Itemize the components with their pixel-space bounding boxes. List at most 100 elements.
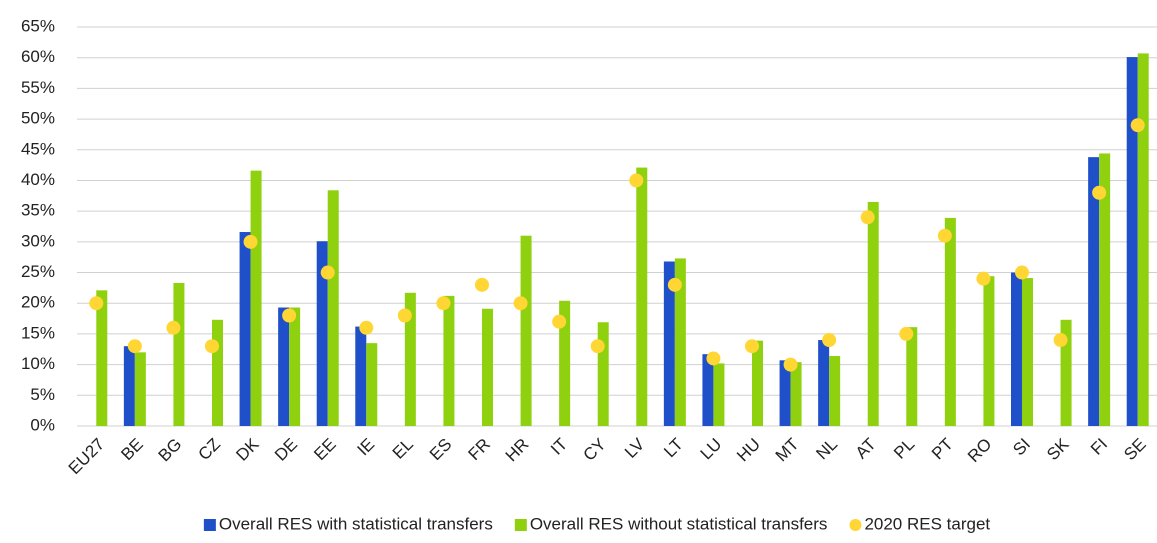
y-tick-label: 45% — [21, 139, 55, 158]
bar — [212, 319, 223, 426]
x-tick-label: FR — [465, 435, 494, 464]
x-tick-label: DE — [271, 435, 301, 465]
bar — [663, 261, 675, 426]
y-tick-label: 60% — [21, 47, 55, 66]
x-tick-label: LV — [621, 434, 649, 462]
x-tick-label: DK — [232, 434, 263, 465]
target-dot — [1130, 118, 1145, 133]
target-dot — [243, 234, 258, 249]
legend-label: Overall RES with statistical transfers — [219, 514, 493, 533]
target-dot — [860, 210, 875, 225]
target-dot — [282, 308, 297, 323]
target-dot — [89, 296, 104, 311]
bar — [520, 235, 532, 426]
bar — [278, 307, 290, 426]
bar — [1060, 319, 1072, 426]
bar — [134, 352, 146, 426]
target-dot — [166, 320, 181, 335]
x-tick-label: CZ — [195, 435, 224, 464]
y-tick-label: 20% — [21, 293, 55, 312]
bar — [944, 217, 956, 426]
bar — [355, 326, 367, 426]
target-dot — [552, 314, 567, 329]
legend: Overall RES with statistical transfers Ov… — [203, 514, 990, 533]
target-dot — [320, 265, 335, 280]
y-tick-label: 40% — [21, 170, 55, 189]
x-tick-label: ES — [426, 435, 455, 464]
target-dot — [397, 308, 412, 323]
bar — [482, 308, 493, 426]
bar — [818, 340, 830, 426]
bar — [123, 346, 135, 426]
y-tick-label: 10% — [21, 354, 55, 373]
target-dot — [436, 296, 451, 311]
target-dot — [667, 277, 682, 292]
target-dot — [706, 351, 721, 366]
bar — [1088, 157, 1100, 427]
x-tick-label: AT — [852, 435, 880, 463]
y-tick-label: 25% — [21, 262, 55, 281]
x-tick-label: PT — [928, 435, 957, 464]
x-tick-label: EL — [389, 435, 417, 463]
bar — [636, 167, 648, 426]
target-dot — [937, 228, 952, 243]
bar — [779, 360, 791, 426]
x-tick-label: LT — [660, 435, 687, 462]
x-tick-label: LU — [697, 435, 726, 464]
bar — [239, 232, 251, 426]
target-dot — [1053, 333, 1068, 348]
y-tick-label: 55% — [21, 78, 55, 97]
bar — [1022, 278, 1033, 426]
target-dot — [1092, 185, 1107, 200]
target-dot — [127, 339, 142, 354]
bar — [1099, 153, 1111, 426]
bar — [1011, 272, 1022, 426]
bar — [597, 322, 609, 426]
y-tick-label: 0% — [30, 415, 55, 434]
bar — [1126, 57, 1138, 426]
bar — [752, 340, 763, 426]
bar — [983, 276, 995, 426]
bar — [713, 363, 725, 426]
x-tick-label: PL — [890, 435, 918, 463]
target-dot — [590, 339, 605, 354]
x-tick-label: BE — [117, 435, 146, 464]
x-tick-label: HU — [733, 435, 764, 466]
x-tick-label: BG — [155, 435, 186, 466]
x-tick-label: EE — [310, 435, 339, 464]
bar — [829, 356, 841, 426]
x-tick-label: SK — [1043, 434, 1073, 464]
bar — [674, 258, 686, 426]
bar — [702, 354, 714, 426]
bar — [906, 327, 918, 426]
target-dot — [205, 339, 219, 354]
target-dot — [1015, 265, 1029, 280]
bar — [173, 282, 185, 426]
x-tick-label: SI — [1009, 435, 1034, 460]
legend-swatch — [203, 519, 216, 531]
bar — [443, 295, 455, 426]
legend-swatch — [849, 519, 862, 531]
x-tick-label: IE — [353, 435, 378, 460]
bar — [559, 300, 571, 426]
y-tick-label: 15% — [21, 323, 55, 342]
legend-label: Overall RES without statistical transfer… — [530, 514, 828, 533]
y-tick-label: 5% — [30, 385, 55, 404]
x-tick-label: HR — [502, 435, 533, 466]
bar — [404, 292, 416, 426]
target-dot — [822, 333, 837, 348]
bar — [366, 343, 378, 426]
target-dot — [475, 277, 489, 292]
target-dot — [359, 320, 374, 335]
x-tick-label: FI — [1087, 435, 1111, 459]
x-tick-label: RO — [964, 435, 995, 466]
bar — [289, 307, 301, 426]
x-tick-label: MT — [772, 435, 803, 466]
bar — [790, 362, 802, 426]
bar — [867, 201, 879, 426]
y-tick-label: 30% — [21, 231, 55, 250]
target-dot — [629, 173, 644, 188]
x-tick-label: EU27 — [65, 435, 109, 479]
x-tick-label: SE — [1120, 435, 1149, 464]
